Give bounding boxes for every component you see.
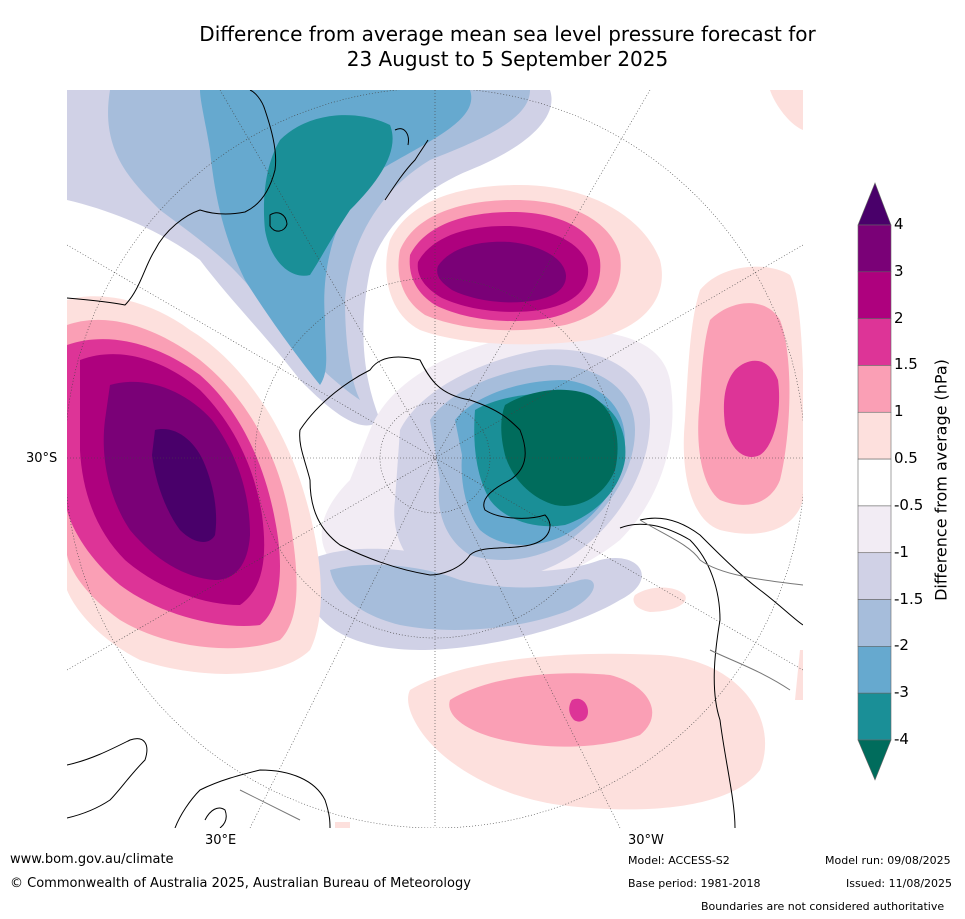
colorbar-band — [857, 458, 892, 507]
footer-url: www.bom.gov.au/climate — [10, 852, 174, 867]
colorbar-tick-label: -0.5 — [894, 495, 924, 514]
footer-disclaimer: Boundaries are not considered authoritat… — [701, 900, 945, 913]
colorbar-tick-label: 1.5 — [894, 355, 918, 374]
colorbar-label: Difference from average (hPa) — [931, 359, 951, 601]
coastlines — [67, 90, 803, 828]
positive-anomaly-corner — [770, 90, 803, 130]
colorbar-tick-label: -1 — [894, 542, 909, 561]
footer-model-run: Model run: 09/08/2025 — [825, 854, 951, 867]
colorbar-tick-label: 4 — [894, 215, 904, 233]
longitude-label-30w: 30°W — [628, 833, 664, 848]
map-title: Difference from average mean sea level p… — [150, 22, 865, 72]
negative-anomaly-north — [67, 90, 552, 426]
coastlines-secondary — [239, 519, 803, 821]
footer-base-period: Base period: 1981-2018 — [628, 877, 761, 890]
colorbar-tick-label: -4 — [894, 730, 909, 748]
colorbar-top-arrow — [857, 182, 892, 226]
colorbar-band — [857, 365, 892, 413]
colorbar-tick-label: -2 — [894, 636, 909, 655]
positive-anomaly-south — [335, 587, 803, 828]
colorbar-tick-label: -1.5 — [894, 589, 924, 608]
positive-anomaly-north-centre — [386, 185, 662, 345]
footer-copyright: © Commonwealth of Australia 2025, Austra… — [10, 876, 471, 891]
footer-issued: Issued: 11/08/2025 — [846, 877, 953, 890]
colorbar-band — [857, 599, 892, 647]
title-line-1: Difference from average mean sea level p… — [199, 22, 816, 46]
negative-anomaly-lower-band — [310, 548, 642, 650]
footer-model: Model: ACCESS-S2 — [628, 854, 730, 867]
colorbar — [857, 182, 892, 781]
colorbar-tick-label: 1 — [894, 402, 904, 421]
colorbar-band — [857, 505, 892, 554]
longitude-label-30e: 30°E — [205, 833, 237, 848]
colorbar-band — [857, 411, 892, 460]
colorbar-tick-label: 3 — [894, 261, 904, 280]
colorbar-band — [857, 692, 892, 741]
colorbar-tick-label: 2 — [894, 308, 904, 327]
positive-anomaly-west — [67, 296, 321, 674]
colorbar-band — [857, 224, 892, 273]
map-svg — [67, 90, 803, 828]
positive-anomaly-east — [683, 266, 803, 534]
colorbar-tick-label: 0.5 — [894, 449, 918, 468]
colorbar-band — [857, 318, 892, 366]
anomaly-map — [67, 90, 803, 828]
latitude-label-30s: 30°S — [26, 451, 58, 466]
graticule — [67, 90, 803, 828]
colorbar-band — [857, 552, 892, 600]
title-line-2: 23 August to 5 September 2025 — [346, 47, 669, 71]
colorbar-bottom-arrow — [857, 739, 892, 781]
colorbar-tick-label: -3 — [894, 683, 909, 702]
colorbar-band — [857, 271, 892, 319]
colorbar-band — [857, 646, 892, 694]
